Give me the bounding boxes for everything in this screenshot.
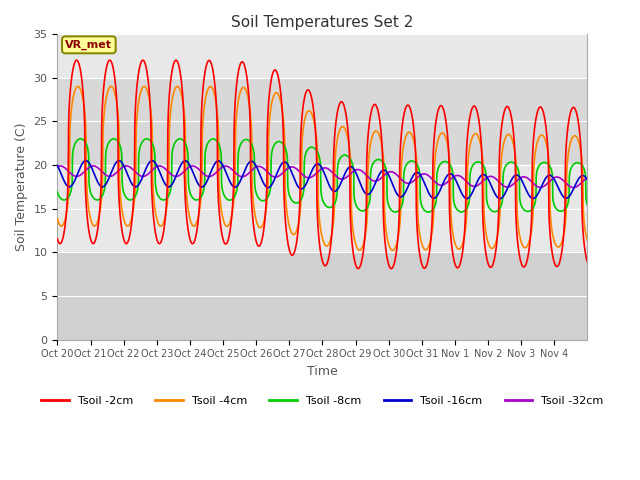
Y-axis label: Soil Temperature (C): Soil Temperature (C) bbox=[15, 122, 28, 251]
Legend: Tsoil -2cm, Tsoil -4cm, Tsoil -8cm, Tsoil -16cm, Tsoil -32cm: Tsoil -2cm, Tsoil -4cm, Tsoil -8cm, Tsoi… bbox=[36, 392, 608, 411]
Text: VR_met: VR_met bbox=[65, 40, 113, 50]
Bar bbox=[58, 165, 588, 252]
Bar bbox=[58, 78, 588, 165]
Bar bbox=[58, 34, 588, 78]
Bar bbox=[58, 252, 588, 340]
X-axis label: Time: Time bbox=[307, 365, 338, 378]
Title: Soil Temperatures Set 2: Soil Temperatures Set 2 bbox=[231, 15, 413, 30]
